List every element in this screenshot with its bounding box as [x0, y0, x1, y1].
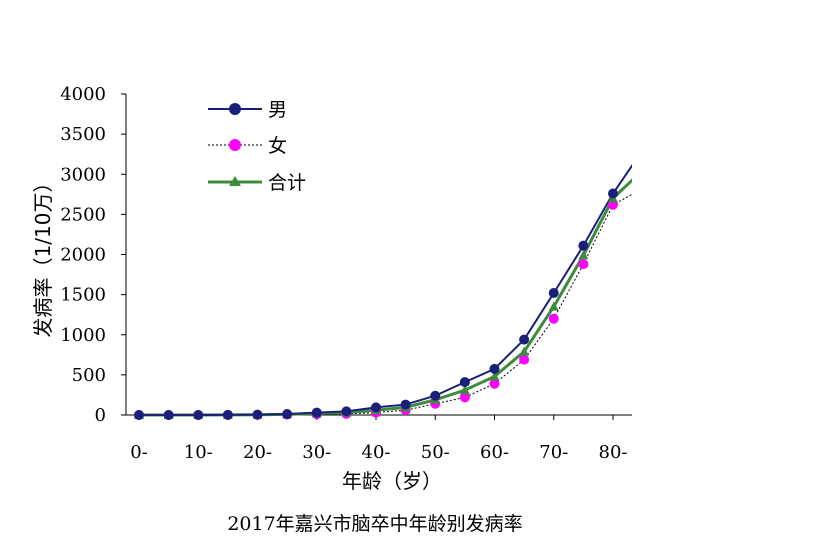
x-tick-label: 20-: [243, 442, 272, 463]
series-point: [489, 378, 500, 389]
series-point: [341, 406, 352, 417]
series-point: [163, 410, 174, 420]
x-tick-label: 60-: [480, 442, 509, 463]
series-point: [252, 409, 263, 420]
y-tick-label: 0: [95, 405, 106, 426]
series-point: [489, 363, 500, 374]
series-point: [459, 392, 470, 403]
series-point: [578, 240, 589, 251]
x-tick-label: 10-: [184, 442, 213, 463]
x-tick-label: 70-: [539, 442, 568, 463]
series-line-2: [139, 178, 632, 417]
series-point: [548, 288, 559, 299]
x-tick-labels: 0- 10- 20- 30- 40- 50- 60- 70- 80-: [130, 442, 627, 463]
series-point: [459, 377, 470, 388]
series-point: [400, 399, 411, 410]
legend-label: 女: [268, 135, 287, 157]
series-point: [519, 346, 530, 356]
series-point: [519, 334, 530, 345]
x-tick-label: 40-: [362, 442, 391, 463]
chart-axes: [121, 93, 632, 420]
series-point: [311, 407, 322, 418]
series-point: [578, 250, 589, 260]
series-point: [548, 301, 559, 311]
series-line-1: [139, 193, 632, 416]
x-tick-label: 30-: [302, 442, 331, 463]
chart-markers: [134, 188, 618, 420]
x-axis-label: 年龄（岁）: [342, 469, 442, 493]
series-point: [193, 410, 204, 420]
chart-title: 2017年嘉兴市脑卒中年龄别发病率: [227, 513, 522, 535]
y-tick-label: 1500: [60, 285, 106, 306]
x-tick-label: 0-: [130, 442, 148, 463]
series-point: [459, 385, 470, 395]
legend-marker: [229, 176, 241, 186]
y-tick-label: 2500: [60, 204, 106, 225]
y-tick-label: 3000: [60, 164, 106, 185]
x-tick-label: 50-: [421, 442, 450, 463]
legend-marker: [229, 139, 241, 151]
series-point: [548, 313, 559, 324]
series-point: [134, 410, 144, 420]
y-tick-label: 3500: [60, 124, 106, 145]
series-point: [282, 409, 293, 420]
y-tick-label: 4000: [60, 84, 106, 105]
y-axis-label: 发病率（1/10万）: [31, 173, 55, 338]
series-point: [430, 390, 441, 401]
series-point: [578, 259, 589, 270]
series-point: [489, 371, 500, 381]
x-tick-label: 80-: [599, 442, 628, 463]
series-point: [519, 354, 530, 365]
y-tick-label: 500: [72, 365, 106, 386]
series-point: [371, 402, 381, 413]
y-tick-label: 1000: [60, 325, 106, 346]
y-tick-label: 2000: [60, 245, 106, 266]
series-point: [608, 188, 618, 199]
series-point: [222, 409, 233, 420]
legend-label: 合计: [268, 172, 306, 194]
chart-series: [139, 163, 632, 417]
y-tick-labels: 0 500 1000 1500 2000 2500 3000 3500 4000: [60, 84, 106, 426]
legend-marker: [229, 103, 241, 115]
legend-label: 男: [268, 99, 287, 121]
